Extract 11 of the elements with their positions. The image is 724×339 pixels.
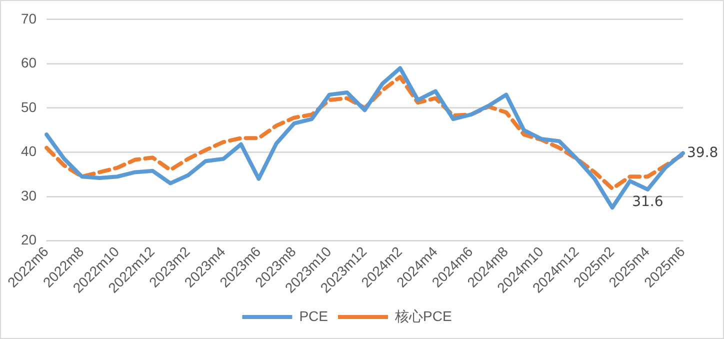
- legend-label: PCE: [299, 308, 328, 324]
- y-tick-label: 60: [20, 54, 37, 71]
- y-tick-label: 40: [20, 143, 37, 160]
- legend-label: 核心PCE: [394, 308, 452, 324]
- y-tick-label: 30: [20, 187, 37, 204]
- y-tick-label: 70: [20, 10, 37, 26]
- y-tick-label: 50: [20, 98, 37, 115]
- data-label: 31.6: [632, 194, 664, 210]
- line-series: [44, 74, 685, 191]
- y-tick-label: 20: [20, 232, 37, 248]
- data-label: 39.8: [687, 144, 718, 161]
